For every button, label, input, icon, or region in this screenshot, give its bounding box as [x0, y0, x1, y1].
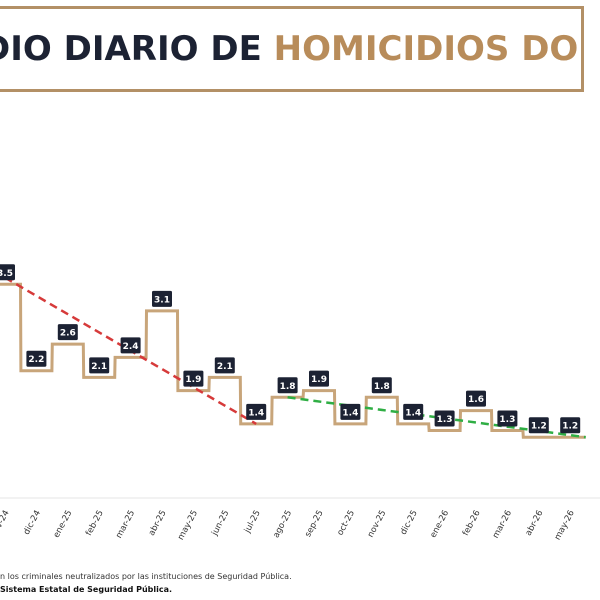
data-label: 1.6	[468, 395, 484, 405]
data-label: 1.9	[311, 375, 327, 385]
title-part-dark: DIO DIARIO DE	[0, 29, 274, 69]
data-label: 1.3	[437, 415, 453, 425]
title-part-gold: HOMICIDIOS DO	[273, 29, 579, 69]
data-label-bg	[309, 370, 329, 387]
data-label: 1.2	[562, 422, 578, 432]
data-label-bg	[214, 357, 235, 374]
data-label-bg	[183, 370, 204, 387]
x-tick-label: abr-25	[147, 509, 169, 538]
data-label-bg	[371, 377, 392, 394]
data-label-bg	[277, 377, 298, 394]
x-tick-label: ene-26	[428, 509, 451, 540]
x-tick-label: feb-25	[84, 509, 106, 538]
x-tick-label: dic-24	[22, 509, 43, 537]
x-tick-label: ago-25	[271, 509, 294, 540]
data-label-bg	[340, 403, 361, 420]
chart-title: DIO DIARIO DE HOMICIDIOS DO	[0, 29, 578, 69]
data-label: 1.2	[531, 422, 547, 432]
footnote-source: n los criminales neutralizados por las i…	[0, 572, 292, 581]
data-label: 1.8	[280, 382, 296, 392]
data-label-bg	[528, 417, 549, 434]
data-label: 1.9	[185, 375, 201, 385]
x-tick-label: mar-25	[114, 509, 137, 540]
x-tick-label: mar-26	[491, 509, 514, 540]
data-label: 2.6	[60, 329, 76, 339]
data-label-bg	[497, 410, 518, 427]
x-tick-label: nov-24	[0, 509, 12, 540]
data-label: 2.1	[217, 362, 233, 372]
data-label-bg	[152, 290, 172, 307]
x-tick-label: ene-25	[52, 509, 75, 540]
data-label: 1.3	[499, 415, 515, 425]
x-tick-label: jul-25	[242, 509, 263, 536]
data-label: 1.4	[405, 408, 421, 418]
x-tick-label: sep-25	[303, 509, 325, 539]
data-label: 1.4	[342, 408, 358, 418]
footnote-agency: Sistema Estatal de Seguridad Pública.	[0, 585, 173, 594]
data-label-bg	[26, 350, 47, 367]
data-label-bg	[246, 403, 267, 420]
title-banner: DIO DIARIO DE HOMICIDIOS DO	[0, 6, 584, 92]
x-tick-label: abr-26	[524, 509, 546, 538]
data-label-bg	[403, 403, 424, 420]
data-label: 1.8	[374, 382, 390, 392]
data-label-bg	[120, 337, 141, 354]
x-tick-label: oct-25	[335, 509, 357, 538]
data-label-bg	[89, 357, 110, 374]
x-tick-label: jun-25	[209, 509, 231, 538]
data-label: 2.4	[123, 342, 139, 352]
data-label-bg	[434, 410, 455, 427]
data-label: 3.1	[154, 295, 170, 305]
data-label: 2.1	[91, 362, 107, 372]
x-tick-label: dic-25	[399, 509, 420, 537]
x-tick-label: nov-25	[366, 509, 389, 540]
data-label: 2.2	[28, 355, 44, 365]
data-label-bg	[0, 264, 15, 281]
data-label-bg	[560, 417, 581, 434]
x-tick-label: may-25	[176, 509, 200, 542]
data-label: 3.5	[0, 269, 13, 279]
x-tick-label: feb-26	[461, 509, 483, 538]
x-tick-label: may-26	[553, 509, 577, 542]
data-label-bg	[57, 324, 78, 341]
data-label-bg	[466, 390, 486, 407]
data-label: 1.4	[248, 408, 264, 418]
